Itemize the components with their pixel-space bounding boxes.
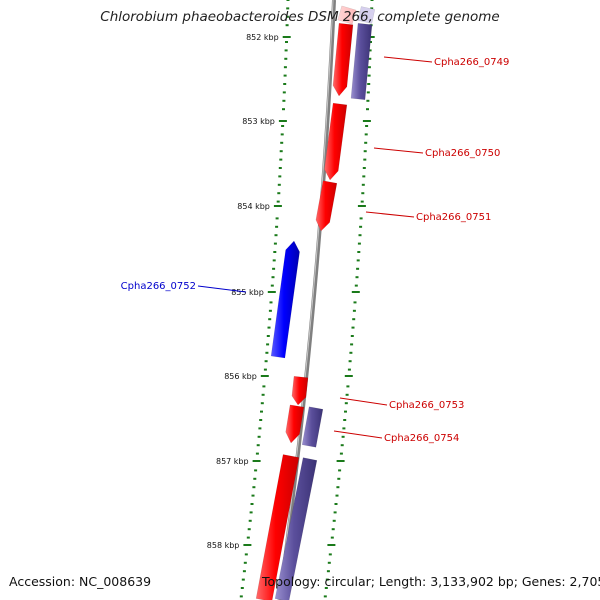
kbp-tick-label: 856 kbp <box>224 372 257 381</box>
cds-feature[interactable] <box>274 457 318 600</box>
kbp-tick-label: 853 kbp <box>242 117 275 126</box>
gene-label-leader <box>339 397 388 406</box>
gene-labels-layer: Cpha266_0749 Cpha266_0750 Cpha266_0751 Cpha… <box>121 56 509 444</box>
gene-feature[interactable] <box>255 454 300 600</box>
genome-backbone <box>277 0 336 600</box>
gene-label[interactable]: Cpha266_0752 <box>121 281 196 292</box>
gene-label[interactable]: Cpha266_0754 <box>384 433 459 444</box>
gene-label-leader <box>383 56 433 63</box>
kbp-tick-label: 857 kbp <box>216 457 249 466</box>
genome-backbone-highlight <box>278 0 334 600</box>
gene-label-leader <box>365 211 415 218</box>
gene-label-leader <box>373 147 424 154</box>
gene-feature-cpha266-0751[interactable] <box>315 180 338 232</box>
kbp-tick-label: 858 kbp <box>207 541 240 550</box>
gene-features-layer <box>255 5 376 600</box>
gene-feature-cpha266-0753[interactable] <box>291 376 309 406</box>
kbp-tick-label: 854 kbp <box>237 202 270 211</box>
cds-feature-cpha266-0749[interactable] <box>350 23 373 100</box>
gene-feature-cpha266-0754[interactable] <box>285 404 305 444</box>
accession-label: Accession: NC_008639 <box>9 574 152 589</box>
gene-label[interactable]: Cpha266_0749 <box>434 57 509 68</box>
gene-label[interactable]: Cpha266_0751 <box>416 212 491 223</box>
kbp-tick-label: 855 kbp <box>231 288 264 297</box>
gene-feature-cpha266-0750[interactable] <box>324 102 348 181</box>
scale-ticks-layer: 852 kbp 853 kbp 854 kbp 855 kbp 856 kbp 857 k… <box>207 0 375 598</box>
gene-label-leader <box>197 285 247 293</box>
gene-label-leader <box>333 430 383 439</box>
gene-label[interactable]: Cpha266_0753 <box>389 400 464 411</box>
gene-feature[interactable] <box>337 5 357 25</box>
cds-feature-cpha266-0754[interactable] <box>301 406 324 448</box>
cds-feature[interactable] <box>357 6 376 24</box>
genome-stats-label: Topology: circular; Length: 3,133,902 bp… <box>262 574 600 589</box>
gene-feature-cpha266-0749[interactable] <box>332 23 354 97</box>
gene-label[interactable]: Cpha266_0750 <box>425 148 500 159</box>
gene-feature-cpha266-0752[interactable] <box>270 240 300 359</box>
genome-title: Chlorobium phaeobacteroides DSM 266, com… <box>100 9 500 25</box>
kbp-tick-label: 852 kbp <box>246 33 279 42</box>
genome-backbone-layer <box>277 0 336 600</box>
